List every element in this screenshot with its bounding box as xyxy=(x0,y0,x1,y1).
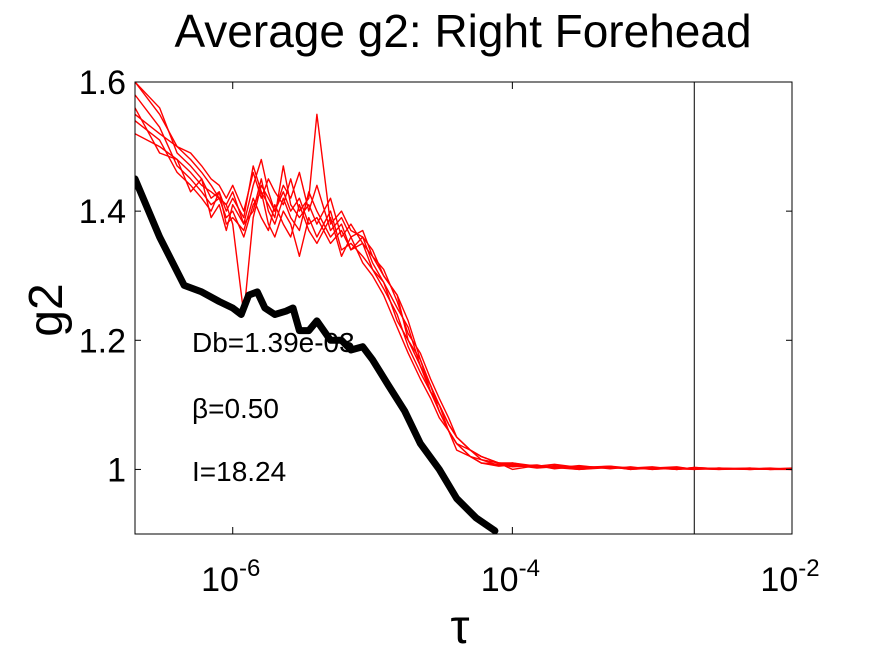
annotations: Db=1.39e-03 β=0.50 I=18.24 xyxy=(192,327,355,487)
fit-curve-line xyxy=(135,175,499,534)
chart-title: Average g2: Right Forehead xyxy=(174,5,751,57)
y-tick-label: 1.2 xyxy=(79,322,126,360)
fit-layer xyxy=(135,175,499,534)
plot-frame xyxy=(134,81,793,535)
annotation-db: Db=1.39e-03 xyxy=(192,327,355,358)
y-tick-label: 1.6 xyxy=(79,64,126,102)
y-tick-label: 1 xyxy=(107,451,126,489)
x-axis-ticks: 10-6 10-4 10-2 xyxy=(201,82,820,599)
y-tick-label: 1.4 xyxy=(79,193,126,231)
x-tick-label: 10-4 xyxy=(481,555,540,599)
g2-series-line-7 xyxy=(135,107,792,471)
g2-series-line-6 xyxy=(135,120,792,471)
y-axis-label: g2 xyxy=(20,283,73,336)
annotation-intensity: I=18.24 xyxy=(192,456,286,487)
y-axis-ticks: 1 1.2 1.4 1.6 xyxy=(79,64,792,489)
x-tick-label: 10-6 xyxy=(201,555,260,599)
annotation-beta: β=0.50 xyxy=(192,393,279,424)
series-layer xyxy=(135,82,792,471)
x-axis-label: τ xyxy=(451,601,470,654)
x-tick-label: 10-2 xyxy=(760,555,819,599)
